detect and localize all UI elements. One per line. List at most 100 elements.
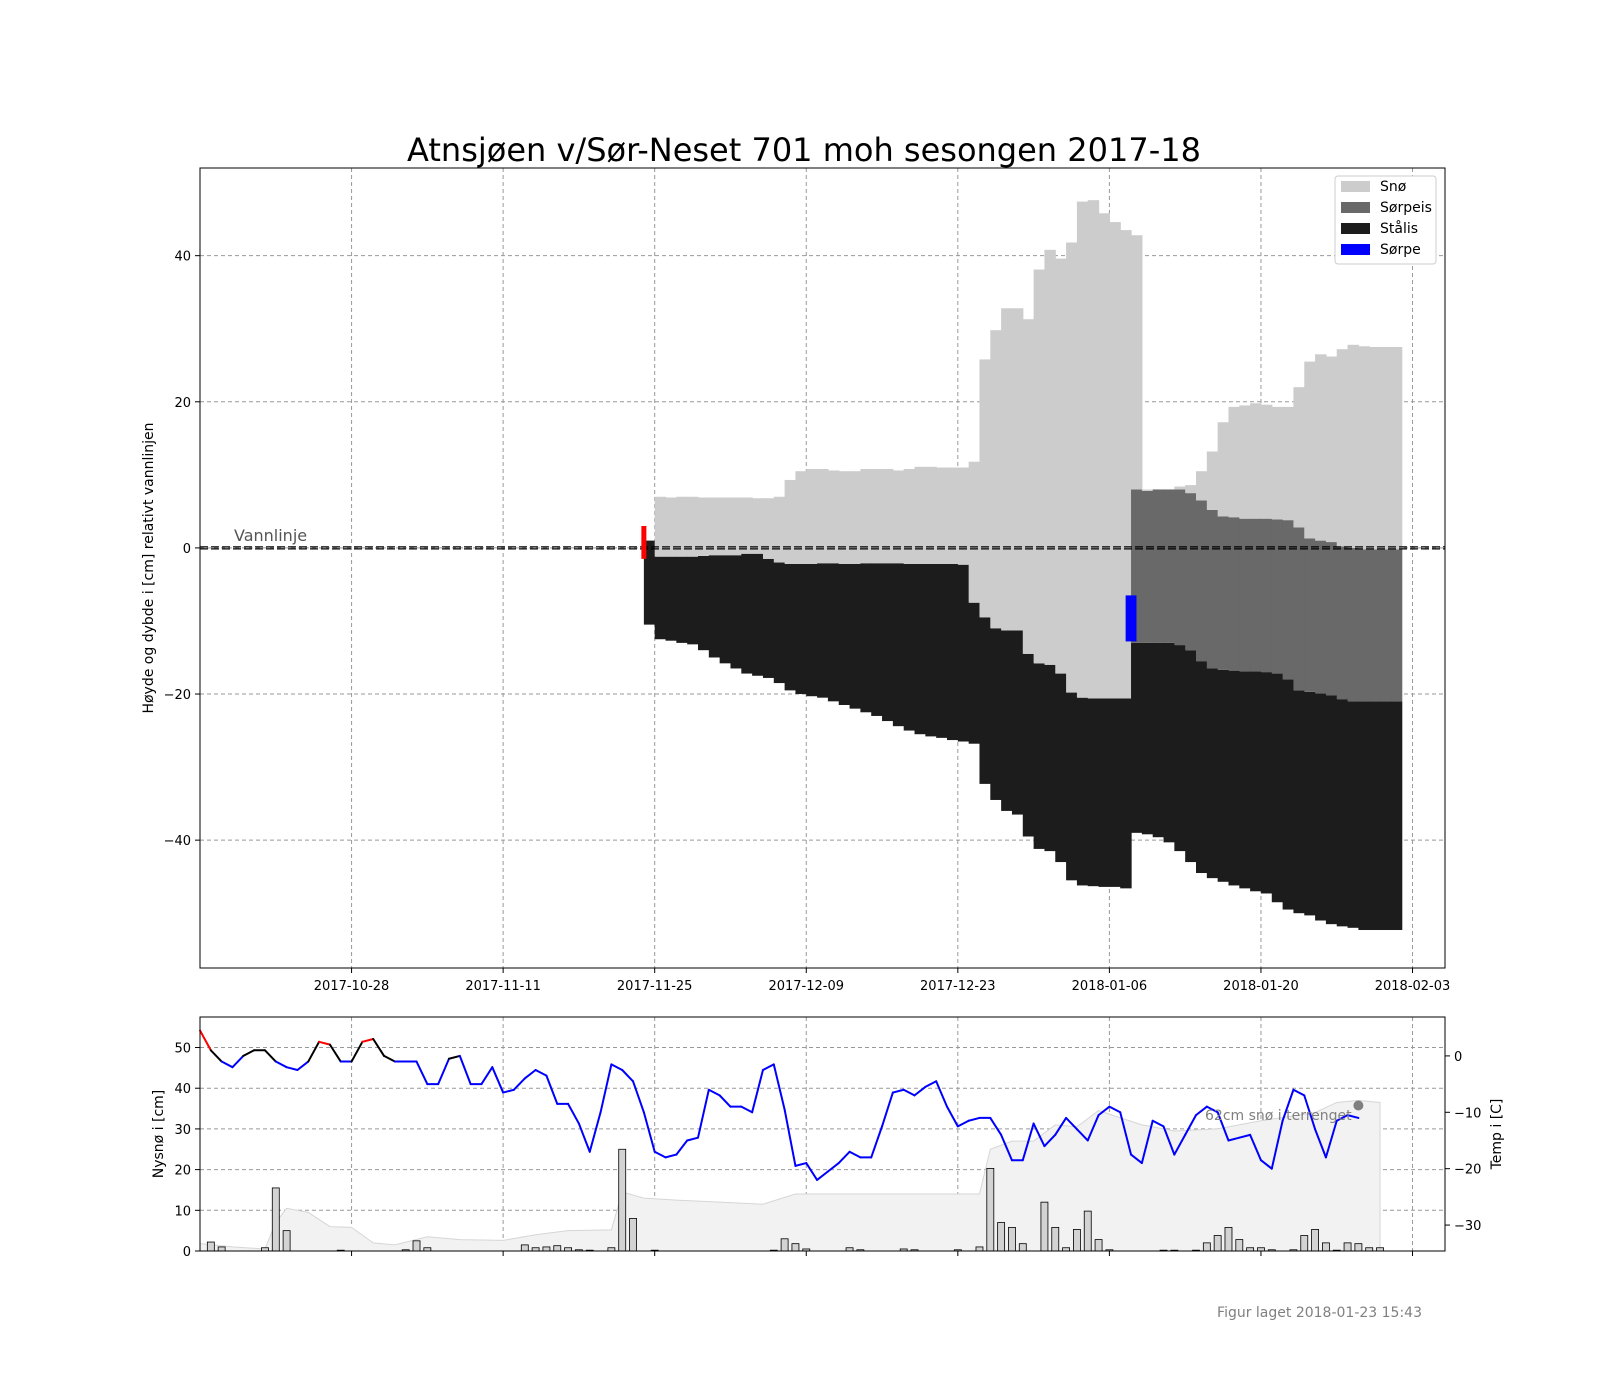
stalis-bar — [1260, 672, 1273, 894]
legend-swatch — [1341, 223, 1370, 234]
temperature-segment — [534, 1069, 548, 1077]
new-snow-bar — [542, 1246, 551, 1252]
sno-bar — [1390, 346, 1403, 550]
sno-bar — [968, 461, 981, 603]
temperature-segment — [1314, 1128, 1327, 1159]
sno-bar — [817, 469, 829, 564]
temperature-segment — [231, 1054, 245, 1069]
temperature-segment — [437, 1057, 450, 1086]
top-x-tick-label: 2018-01-06 — [1072, 979, 1148, 994]
bottom-right-axis-label: Temp i [C] — [1489, 1099, 1505, 1171]
sno-bar — [1315, 354, 1327, 541]
stalis-bar — [687, 556, 699, 645]
stalis-bar — [1152, 642, 1165, 838]
temperature-segment — [761, 1063, 775, 1072]
stalis-bar — [762, 558, 775, 678]
sno-bar — [719, 497, 732, 556]
snow-temp-plot: 62cm snø i terrenget 0 10 20 30 40 50 0 −10 −20 −… — [151, 1016, 1505, 1260]
legend-box — [1334, 175, 1437, 265]
temperature-segment — [372, 1037, 386, 1057]
sorpeis-bar — [1217, 516, 1230, 670]
top-x-tick-label: 2017-11-11 — [465, 979, 541, 994]
temperature-segment — [1238, 1133, 1252, 1139]
snow-marker — [1353, 1100, 1364, 1111]
stalis-bar — [968, 602, 981, 744]
stalis-bar — [990, 628, 1002, 800]
temperature-segment — [621, 1069, 635, 1083]
temperature-segment — [772, 1063, 786, 1111]
temperature-segment — [697, 1088, 710, 1139]
new-snow-bar — [217, 1246, 226, 1252]
new-snow-bar — [780, 1238, 789, 1252]
temperature-segment — [1140, 1119, 1154, 1165]
stalis-bar — [1206, 668, 1219, 879]
stalis-bar — [849, 563, 861, 709]
ice-start-marker — [641, 525, 647, 559]
bottom-right-tick-label: −10 — [1454, 1106, 1481, 1121]
stalis-bar — [1120, 698, 1132, 889]
new-snow-bar — [1322, 1242, 1330, 1252]
temperature-segment — [632, 1080, 645, 1114]
stalis-bar — [1315, 693, 1327, 921]
sno-bar — [979, 359, 991, 618]
sno-bar — [882, 469, 894, 564]
new-snow-bar — [791, 1243, 800, 1252]
legend-swatch — [1341, 244, 1370, 255]
stalis-bar — [1271, 673, 1284, 903]
stalis-bar — [1239, 671, 1251, 889]
temperature-segment — [502, 1088, 515, 1094]
temperature-segment — [577, 1122, 591, 1153]
sno-bar — [676, 496, 688, 557]
temperature-segment — [1086, 1114, 1100, 1142]
temperature-segment — [816, 1170, 829, 1181]
temperature-segment — [220, 1060, 234, 1069]
sorpeis-bar — [1282, 520, 1295, 680]
stalis-bar — [1055, 673, 1067, 863]
sno-bar — [860, 469, 872, 564]
sno-bar — [687, 496, 699, 557]
stalis-bar — [827, 563, 840, 702]
sno-bar — [1131, 235, 1143, 490]
sorpeis-bar — [1325, 542, 1338, 696]
new-snow-bar — [520, 1244, 529, 1252]
stalis-bar — [947, 563, 959, 741]
temperature-segment — [1043, 1133, 1057, 1148]
legend-label: Snø — [1380, 179, 1407, 195]
stalis-bar — [784, 563, 797, 691]
sorpeis-bar — [1239, 518, 1251, 672]
sorpeis-bar — [1141, 490, 1154, 643]
top-ticks: 2017-10-28 2017-11-11 2017-11-25 2017-12-09… — [164, 250, 1451, 994]
temperature-segment — [1000, 1133, 1013, 1162]
bottom-axes-frame — [199, 1016, 1446, 1252]
stalis-bar — [654, 556, 667, 640]
stalis-bar — [925, 563, 937, 737]
stalis-bar — [838, 563, 851, 705]
new-snow-bar — [618, 1148, 627, 1252]
sno-bar — [741, 497, 753, 554]
stalis-bar — [752, 553, 764, 676]
sno-bar — [990, 330, 1002, 629]
sno-bar — [1098, 213, 1110, 699]
sorpeis-bar — [1336, 546, 1349, 700]
stalis-bar — [892, 563, 905, 727]
sno-bar — [1271, 406, 1284, 520]
sno-bar — [698, 497, 710, 556]
temperature-segment — [946, 1105, 959, 1128]
temperature-segment — [545, 1074, 559, 1105]
sno-bar — [784, 479, 797, 564]
stalis-bar — [741, 553, 753, 674]
stalis-bar — [1304, 691, 1316, 916]
stalis-bar — [1380, 701, 1392, 931]
top-y-tick-label: 40 — [174, 250, 191, 265]
temperature-segment — [1335, 1114, 1349, 1122]
top-x-tick-label: 2017-12-09 — [768, 979, 844, 994]
stalis-bar — [1109, 698, 1121, 887]
temperature-segment — [653, 1150, 667, 1159]
temperature-segment — [707, 1088, 721, 1097]
sno-bar — [1239, 405, 1251, 519]
sno-bar — [806, 469, 818, 564]
sno-bar — [762, 498, 775, 559]
sno-bar — [795, 471, 807, 564]
new-snow-bar — [1224, 1226, 1233, 1252]
